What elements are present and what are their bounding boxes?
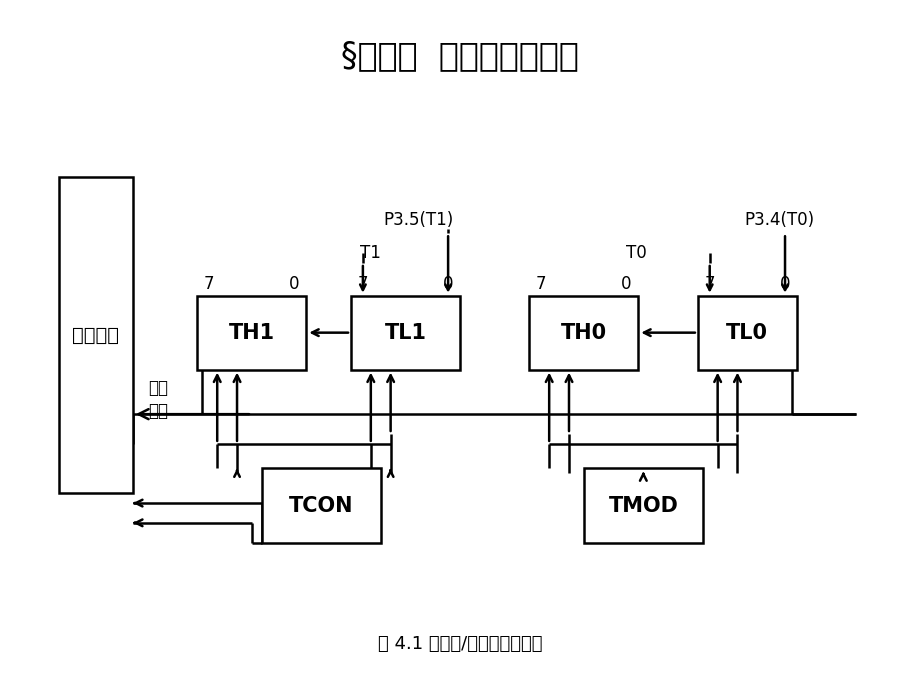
Text: TL0: TL0 xyxy=(726,323,767,343)
Text: P3.5(T1): P3.5(T1) xyxy=(383,210,453,228)
Text: TMOD: TMOD xyxy=(607,495,677,515)
Text: TH0: TH0 xyxy=(561,323,607,343)
Bar xyxy=(351,295,460,370)
Bar xyxy=(698,295,796,370)
Text: 0: 0 xyxy=(620,275,631,293)
Text: P3.4(T0): P3.4(T0) xyxy=(743,210,813,228)
Text: 7: 7 xyxy=(357,275,368,293)
Text: 7: 7 xyxy=(204,275,214,293)
Bar xyxy=(528,295,638,370)
Text: T1: T1 xyxy=(360,244,380,262)
Text: 7: 7 xyxy=(536,275,546,293)
Bar xyxy=(198,295,306,370)
Text: 微处理器: 微处理器 xyxy=(73,326,119,344)
Bar xyxy=(584,469,702,542)
Bar xyxy=(262,469,380,542)
Text: 7: 7 xyxy=(704,275,714,293)
Text: §４－１  单片机的定时器: §４－１ 单片机的定时器 xyxy=(341,39,578,72)
Bar xyxy=(59,177,133,493)
Text: 0: 0 xyxy=(289,275,300,293)
Text: 0: 0 xyxy=(442,275,453,293)
Text: 图 4.1 定时器/计数器结构框图: 图 4.1 定时器/计数器结构框图 xyxy=(378,635,541,653)
Text: 0: 0 xyxy=(779,275,789,293)
Text: 内部
总线: 内部 总线 xyxy=(148,379,167,420)
Text: T0: T0 xyxy=(625,244,646,262)
Text: TCON: TCON xyxy=(289,495,353,515)
Text: TH1: TH1 xyxy=(229,323,275,343)
Text: TL1: TL1 xyxy=(384,323,426,343)
